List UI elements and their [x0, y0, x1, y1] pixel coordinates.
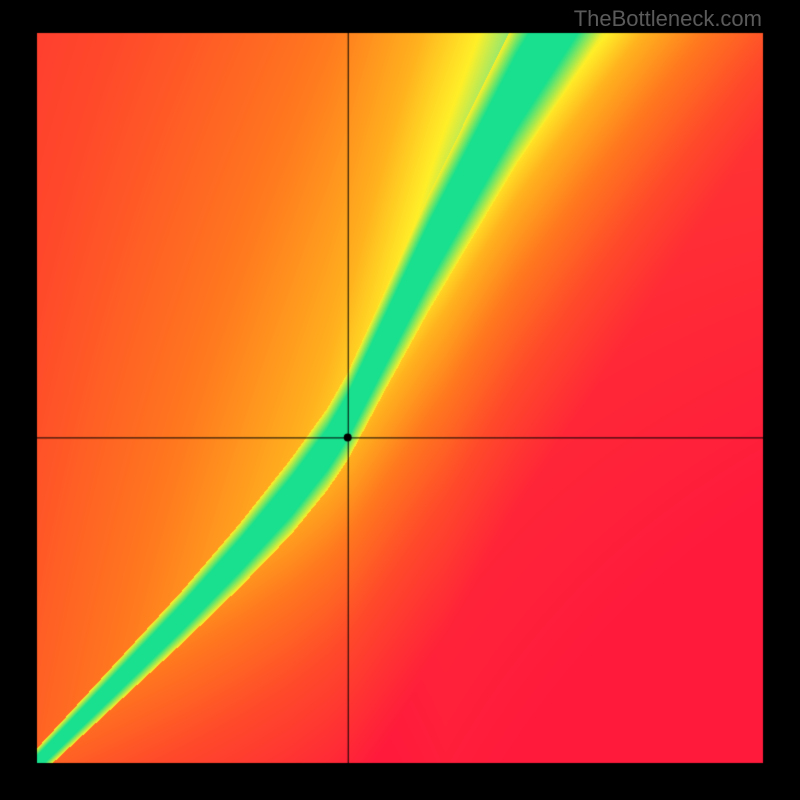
watermark-text: TheBottleneck.com [574, 6, 762, 32]
chart-container: TheBottleneck.com [0, 0, 800, 800]
bottleneck-heatmap [0, 0, 800, 800]
